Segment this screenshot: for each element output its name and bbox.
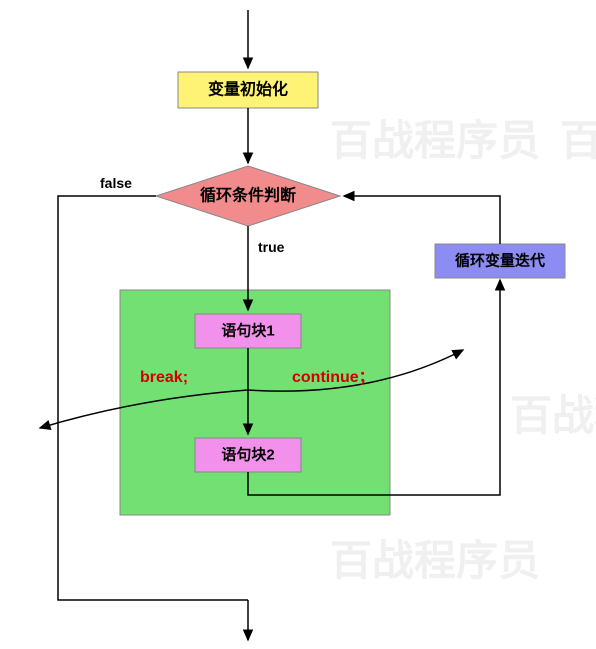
keyword-continue: continue； <box>292 369 375 386</box>
edge-label-true: true <box>258 239 285 255</box>
node-init-label: 变量初始化 <box>208 80 288 99</box>
watermark-text: 百战程序员 <box>510 393 596 440</box>
flowchart-canvas: 百战程序员 百战程序员 百战程序员 百战程序员 变量初始化 循环条件判断 tru… <box>0 0 596 649</box>
node-cond-label: 循环条件判断 <box>200 186 296 205</box>
edge-label-false: false <box>100 175 132 191</box>
watermark-text: 百战程序员 <box>330 538 540 585</box>
keyword-break: break; <box>140 369 188 386</box>
node-stmt1-label: 语句块1 <box>221 322 274 340</box>
node-stmt2-label: 语句块2 <box>221 446 274 464</box>
edge-iter-cond <box>344 196 500 244</box>
node-iter-label: 循环变量迭代 <box>455 252 545 270</box>
watermark-text: 百战程序员 <box>330 118 540 165</box>
watermark-text: 百战程序员 <box>560 118 596 165</box>
